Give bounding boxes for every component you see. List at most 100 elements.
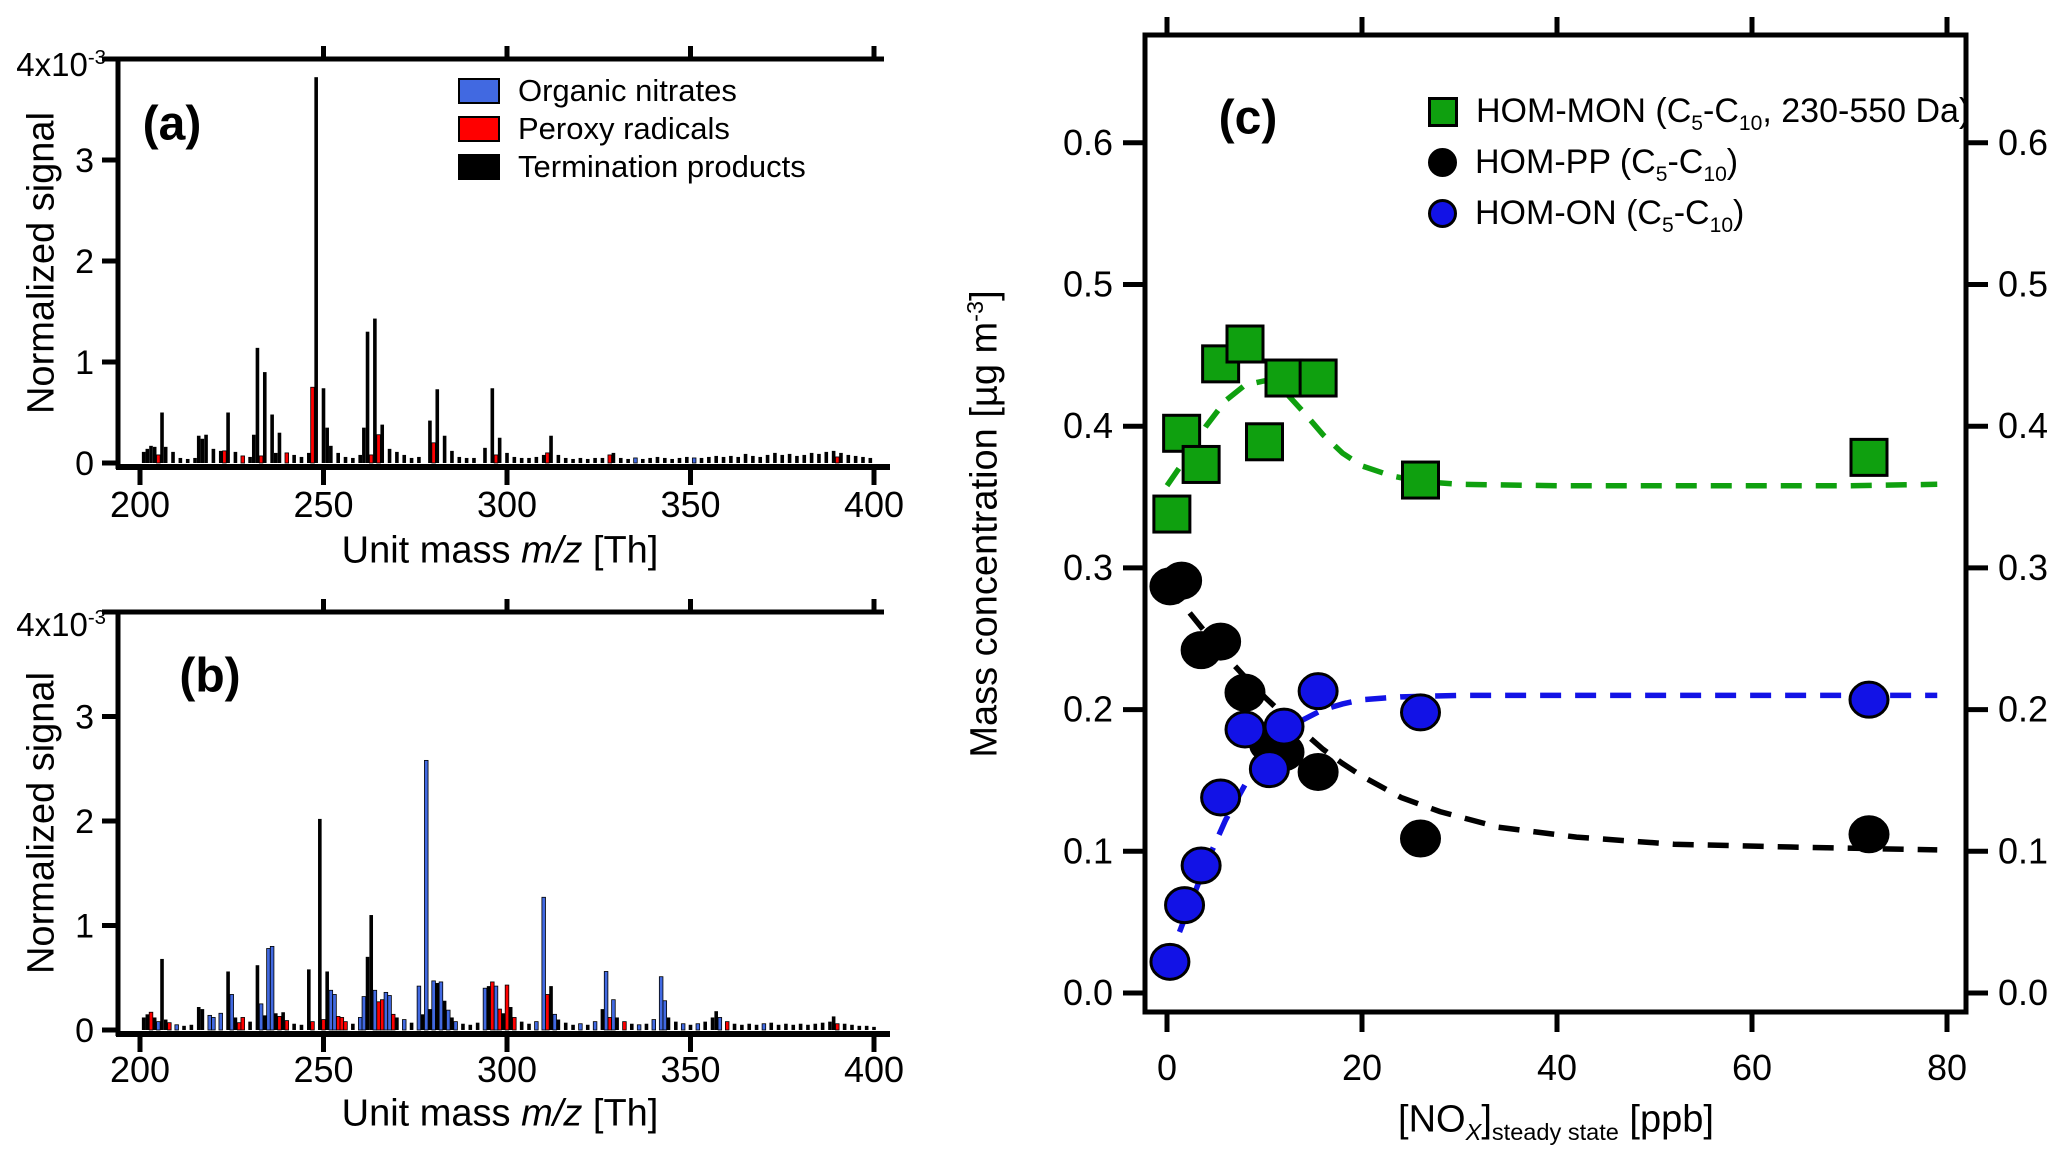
panel-b-spectrum-bar <box>695 1023 701 1031</box>
panel-b-spectrum-bar <box>266 948 271 1031</box>
panel-b-spectrum-bar <box>872 1026 876 1030</box>
hom-pp-data-point <box>1224 673 1266 712</box>
hom-on-data-point <box>1180 846 1222 885</box>
panel-b-spectrum-bar <box>622 1021 627 1031</box>
panel-c-y-tick-label-left: 0.2 <box>1063 689 1113 730</box>
panel-b-spectrum-bar <box>680 1023 686 1031</box>
panel-c-x-tick-label: 0 <box>1157 1047 1177 1088</box>
panel-b-spectrum-bar <box>806 1024 810 1030</box>
hom-on-data-point <box>1200 778 1242 817</box>
panel-a-y-tick-label: 3 <box>75 142 94 180</box>
panel-a-spectrum-bar <box>442 435 447 463</box>
panel-b-spectrum-bar <box>732 1023 737 1030</box>
panel-b-spectrum-bar <box>468 1024 473 1030</box>
panel-a-x-tick-label: 250 <box>293 484 353 525</box>
panel-a-spectrum-bar <box>743 453 748 463</box>
panel-b-spectrum-bar <box>504 984 510 1031</box>
panel-b-spectrum-bar <box>850 1024 854 1030</box>
panel-a-spectrum-bar <box>505 452 509 463</box>
panel-a-spectrum-bar <box>435 389 440 463</box>
panel-b-spectrum-bar <box>156 1021 161 1031</box>
panel-a-spectrum-bar <box>611 452 616 463</box>
panel-c-y-tick-label-left: 0.3 <box>1063 547 1113 588</box>
panel-b-spectrum-bar <box>431 980 436 1031</box>
panel-c-y-tick-label-left: 0.5 <box>1063 264 1113 305</box>
panel-b-spectrum-bar <box>776 1024 781 1030</box>
panel-a-spectrum-bar <box>663 457 667 463</box>
panel-c-y-tick-label-right: 0.2 <box>1998 689 2048 730</box>
hom-mon-data-point <box>1152 494 1192 534</box>
panel-b-spectrum-bar <box>831 1016 836 1030</box>
panel-a-spectrum-bar <box>795 455 799 463</box>
panel-b-spectrum-bar <box>497 1008 502 1031</box>
panel-a-spectrum-bar <box>787 453 792 463</box>
panel-a-spectrum-bar <box>450 450 454 463</box>
panel-a-spectrum-bar <box>729 455 733 463</box>
legend-label: HOM-MON (C5-C10, 230-550 Da) <box>1476 92 1971 135</box>
panel-b-y-scale-label: 4x10-3 <box>16 606 106 643</box>
panel-b-spectrum-bar <box>233 1017 238 1030</box>
panel-a-spectrum-bar <box>255 347 260 463</box>
panel-b-spectrum-bar <box>255 965 260 1030</box>
legend-label: Termination products <box>518 149 806 184</box>
legend-label: Organic nitrates <box>518 73 737 108</box>
panel-c-x-tick-label: 40 <box>1537 1047 1577 1088</box>
panel-a-spectrum-bar <box>233 451 238 463</box>
panel-a-spectrum-bar <box>648 457 652 463</box>
panel-a-spectrum-bar <box>633 457 638 464</box>
panel-b-spectrum-bar <box>387 995 392 1031</box>
panel-b-spectrum-bar <box>585 1024 590 1030</box>
panel-a-x-tick-label: 350 <box>660 484 720 525</box>
panel-a-spectrum-bar <box>321 388 326 463</box>
panel-a-spectrum-bar <box>365 331 370 463</box>
panel-a-spectrum-bar <box>369 454 374 464</box>
panel-a-spectrum-bar <box>541 454 546 463</box>
panel-b-spectrum-bar <box>798 1023 803 1030</box>
panel-b-spectrum-bar <box>376 1001 381 1031</box>
panel-a-spectrum-bar <box>273 452 278 463</box>
panel-b-spectrum-bar <box>717 1017 723 1031</box>
panel-b-spectrum-bar <box>420 1014 425 1030</box>
panel-b-spectrum-bar <box>438 981 444 1031</box>
panel-a-spectrum-bar <box>343 456 348 463</box>
panel-a-spectrum-bar <box>534 456 539 463</box>
hom-pp-circle-icon <box>1428 148 1457 177</box>
panel-b-spectrum-bar <box>351 1023 355 1030</box>
panel-a-spectrum-bar <box>240 455 245 464</box>
panel-b-spectrum-bar <box>450 1017 454 1030</box>
panel-b-spectrum-bar <box>607 1017 612 1031</box>
panel-a-spectrum-bar <box>428 420 432 463</box>
panel-a-spectrum-bar <box>493 454 499 464</box>
panel-a-spectrum-bar <box>817 453 821 463</box>
panel-a-spectrum-bar <box>196 435 201 463</box>
panel-b-spectrum-bar <box>328 989 334 1031</box>
panel-a-spectrum-bar <box>655 456 660 463</box>
panel-a-spectrum-bar <box>835 456 840 464</box>
panel-a-x-tick-label: 200 <box>110 484 170 525</box>
panel-a-spectrum-bar <box>226 412 230 463</box>
panel-a-spectrum-bar <box>839 452 843 463</box>
panel-b-spectrum-bar <box>828 1021 832 1030</box>
panel-a-spectrum-bar <box>556 454 561 463</box>
panel-b-spectrum-bar <box>416 985 422 1031</box>
panel-b-spectrum-bar <box>380 999 385 1031</box>
panel-b-x-tick-label: 400 <box>844 1049 904 1090</box>
panel-b-spectrum-bar <box>365 956 370 1030</box>
panel-b-spectrum-bar <box>226 971 230 1030</box>
panel-b-spectrum-bar <box>307 969 311 1030</box>
panel-a-spectrum-bar <box>314 77 318 464</box>
panel-b-letter: (b) <box>179 649 241 703</box>
panel-b-spectrum-bar <box>284 1020 289 1031</box>
panel-c-x-axis-title: [NOX]steady state [ppb] <box>1398 1098 1714 1146</box>
panel-a-spectrum-bar <box>809 452 814 463</box>
panel-b-spectrum-bar <box>229 994 234 1031</box>
hom-mon-data-point <box>1401 460 1440 500</box>
panel-a-spectrum-bar <box>736 456 741 463</box>
panel-b-spectrum-bar <box>391 1013 396 1031</box>
panel-b-spectrum-bar <box>512 1017 517 1031</box>
hom-on-data-point <box>1164 886 1206 925</box>
panel-a-y-scale-label: 4x10-3 <box>16 46 106 83</box>
hom-pp-data-point <box>1200 622 1242 661</box>
panel-a-spectrum-bar <box>325 427 329 463</box>
panel-a-spectrum-bar <box>497 437 502 463</box>
